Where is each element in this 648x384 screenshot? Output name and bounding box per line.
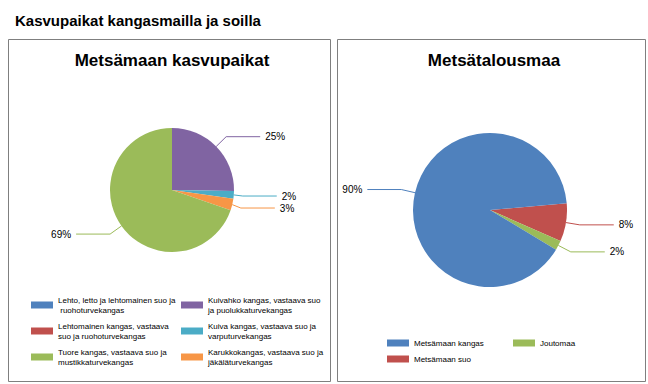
svg-text:Metsämaan kasvupaikat: Metsämaan kasvupaikat xyxy=(75,51,270,70)
svg-text:Metsämaan suo: Metsämaan suo xyxy=(414,355,471,364)
svg-text:Karukkokangas, vastaava suo ja: Karukkokangas, vastaava suo ja xyxy=(208,348,325,357)
svg-text:Lehtomainen kangas, vastaava: Lehtomainen kangas, vastaava xyxy=(58,322,171,331)
svg-text:69%: 69% xyxy=(51,229,71,240)
svg-text:ruohoturvekangas: ruohoturvekangas xyxy=(58,306,124,315)
svg-text:Kuivahko kangas, vastaava suo: Kuivahko kangas, vastaava suo xyxy=(208,296,323,305)
svg-text:Kuiva kangas, vastaava suo ja: Kuiva kangas, vastaava suo ja xyxy=(208,322,318,331)
svg-text:Tuore kangas, vastaava suo ja: Tuore kangas, vastaava suo ja xyxy=(58,348,169,357)
svg-text:suo ja ruohoturvekangas: suo ja ruohoturvekangas xyxy=(58,332,146,341)
svg-text:Metsätalousmaa: Metsätalousmaa xyxy=(428,51,561,70)
svg-text:25%: 25% xyxy=(265,131,285,142)
svg-text:ja puolukkaturvekangas: ja puolukkaturvekangas xyxy=(207,306,292,315)
svg-text:Joutomaa: Joutomaa xyxy=(540,339,576,348)
svg-text:Kasvupaikat kangasmailla ja so: Kasvupaikat kangasmailla ja soilla xyxy=(15,12,262,29)
svg-text:Metsämaan kangas: Metsämaan kangas xyxy=(414,339,484,348)
svg-text:mustikkaturvekangas: mustikkaturvekangas xyxy=(58,358,133,367)
svg-text:Lehto, letto ja lehtomainen su: Lehto, letto ja lehtomainen suo ja xyxy=(58,296,176,305)
svg-text:90%: 90% xyxy=(342,184,362,195)
svg-text:varputurvekangas: varputurvekangas xyxy=(208,332,272,341)
svg-text:3%: 3% xyxy=(280,203,295,214)
svg-text:jäkäläturvekangas: jäkäläturvekangas xyxy=(207,358,272,367)
svg-text:8%: 8% xyxy=(619,219,634,230)
svg-text:2%: 2% xyxy=(282,191,297,202)
svg-text:2%: 2% xyxy=(610,246,625,257)
